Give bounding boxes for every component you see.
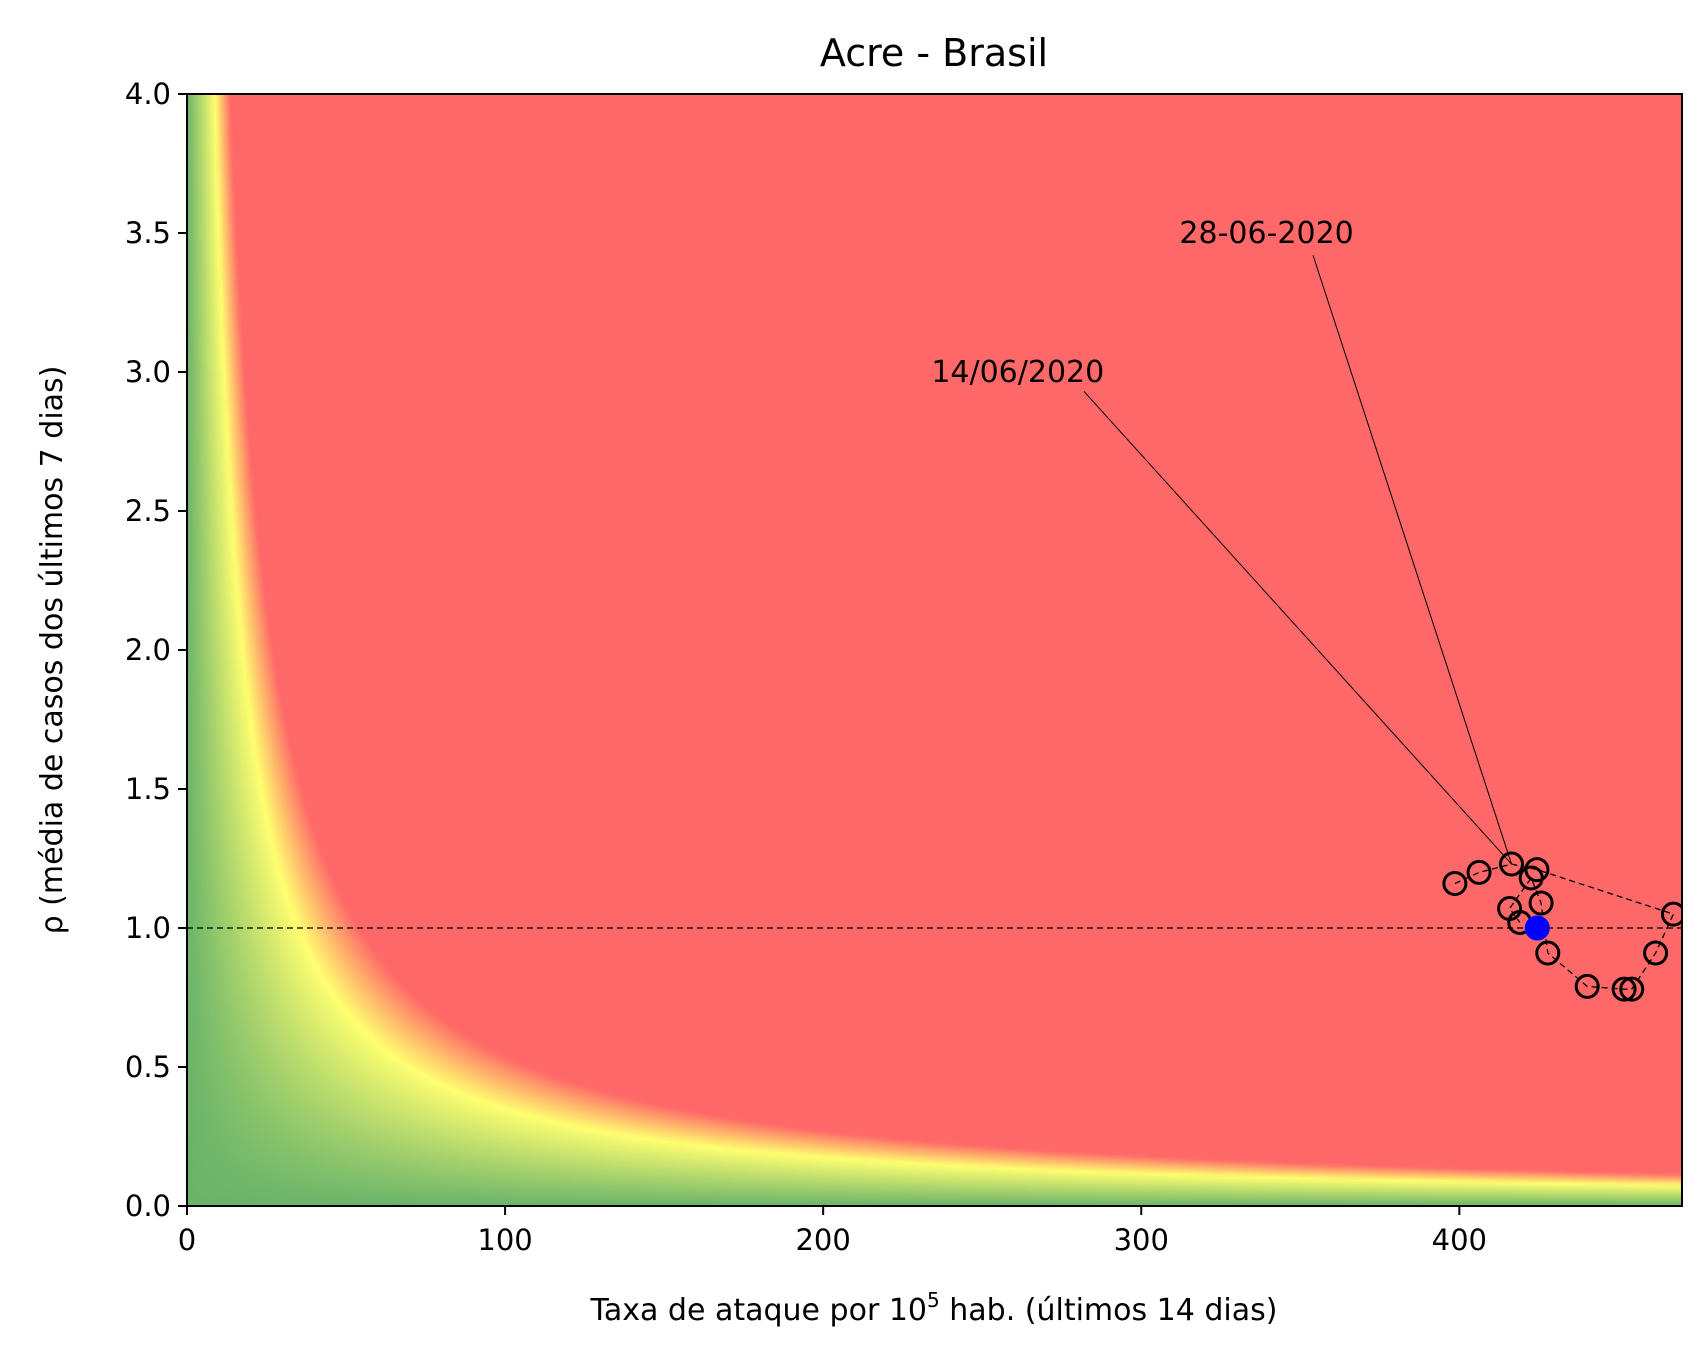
annotation-text: 28-06-2020 <box>1179 216 1353 251</box>
data-point <box>1499 851 1525 877</box>
x-axis-label: Taxa de ataque por 105 hab. (últimos 14 … <box>590 1288 1278 1328</box>
trajectory-series <box>1442 851 1682 1002</box>
x-axis-ticks: 0 100 200 300 400 <box>178 1206 1487 1257</box>
x-tick-label: 400 <box>1432 1223 1487 1257</box>
y-tick-label: 2.5 <box>125 494 171 528</box>
annotation-line <box>1312 255 1512 865</box>
x-axis-label-sup: 5 <box>927 1288 940 1312</box>
risk-heatmap-background <box>187 94 1682 1206</box>
data-point <box>1466 859 1492 885</box>
data-point <box>1619 976 1645 1002</box>
y-tick-label: 2.0 <box>125 633 171 667</box>
y-tick-label: 0.5 <box>125 1050 171 1084</box>
data-point <box>1524 857 1550 883</box>
data-point <box>1611 976 1637 1002</box>
y-axis-label: ρ (média de casos dos últimos 7 dias) <box>35 366 70 935</box>
chart-title: Acre - Brasil <box>820 31 1048 75</box>
data-point <box>1660 901 1682 927</box>
x-tick-label: 300 <box>1114 1223 1169 1257</box>
trajectory-line <box>1454 863 1675 990</box>
x-axis-label-suffix: hab. (últimos 14 dias) <box>940 1293 1278 1328</box>
annotation-text: 14/06/2020 <box>931 355 1104 390</box>
data-point <box>1574 973 1600 999</box>
y-axis-ticks: 0.0 0.5 1.0 1.5 2.0 2.5 3.0 3.5 4.0 <box>125 77 187 1223</box>
current-point <box>1524 915 1550 941</box>
y-tick-label: 3.0 <box>125 355 171 389</box>
x-tick-label: 200 <box>795 1223 850 1257</box>
x-tick-label: 100 <box>477 1223 532 1257</box>
x-axis-label-main: Taxa de ataque por 10 <box>590 1293 927 1328</box>
y-tick-label: 1.0 <box>125 911 171 945</box>
x-tick-label: 0 <box>178 1223 196 1257</box>
y-tick-label: 4.0 <box>125 77 171 111</box>
data-point <box>1643 940 1669 966</box>
y-tick-label: 1.5 <box>125 772 171 806</box>
y-tick-label: 3.5 <box>125 216 171 250</box>
data-point <box>1528 890 1554 916</box>
data-point <box>1535 940 1561 966</box>
y-tick-label: 0.0 <box>125 1189 171 1223</box>
annotation-line <box>1083 391 1512 865</box>
annotations: 14/06/2020 28-06-2020 <box>931 216 1512 865</box>
data-point <box>1442 871 1468 897</box>
